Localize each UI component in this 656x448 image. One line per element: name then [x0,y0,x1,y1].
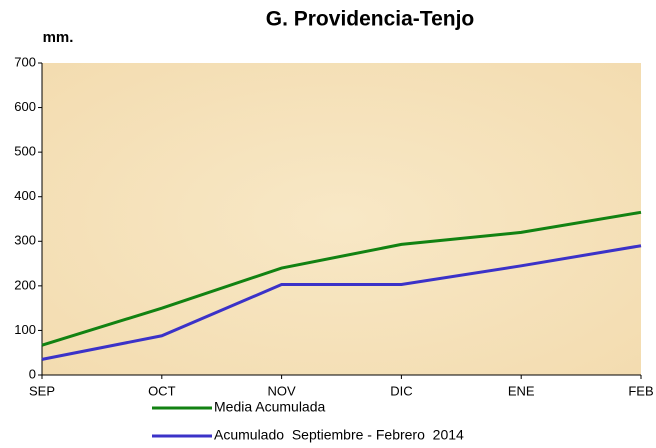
series-line [41,244,642,361]
x-tick-label: FEB [628,383,653,398]
chart-title: G. Providencia-Tenjo [266,8,474,31]
x-tick-label: NOV [268,383,297,398]
legend-label: Acumulado Septiembre - Febrero 2014 [214,427,464,443]
x-tick-label: SEP [29,383,55,398]
y-tick-label: 600 [14,99,36,114]
x-tick-label: DIC [390,383,412,398]
y-tick-label: 100 [14,322,36,337]
y-tick-label: 500 [14,144,36,159]
y-tick-label: 400 [14,188,36,203]
y-tick-label: 200 [14,277,36,292]
y-axis-label: mm. [43,29,74,46]
y-tick-label: 0 [29,366,36,381]
plot-area [42,63,641,375]
y-tick-label: 300 [14,233,36,248]
x-tick-label: ENE [508,383,535,398]
legend-bg [150,426,630,446]
legend-label: Media Acumulada [214,399,326,415]
legend-bg [150,398,630,418]
series-line [41,210,642,347]
y-tick-label: 700 [14,54,36,69]
x-tick-label: OCT [148,383,176,398]
